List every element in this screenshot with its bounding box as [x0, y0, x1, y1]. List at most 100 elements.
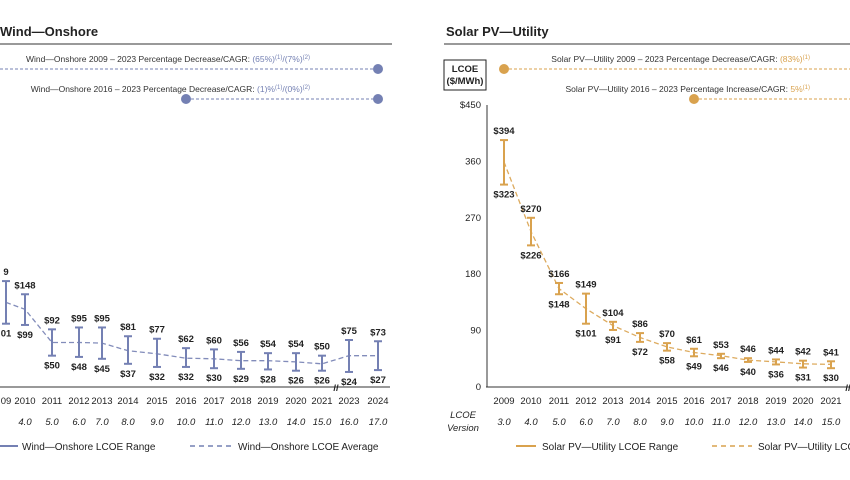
annotation-label: Solar PV—Utility 2016 – 2023 Percentage … — [565, 84, 790, 94]
axis-break-mark: // — [845, 383, 850, 394]
version-label: 13.0 — [767, 417, 786, 428]
high-value-label: $148 — [14, 280, 35, 291]
high-value-label: $270 — [520, 204, 541, 215]
chart-title: Solar PV—Utility — [446, 24, 549, 39]
ylabel-line2: ($/MWh) — [447, 76, 484, 87]
x-tick-label: 2017 — [203, 396, 224, 407]
annotation-end-dot — [373, 64, 383, 74]
version-label: 4.0 — [18, 417, 32, 428]
axis-break-mark: // — [333, 383, 339, 394]
version-label: 7.0 — [95, 417, 109, 428]
low-value-label: $323 — [493, 190, 514, 201]
version-label: 14.0 — [287, 417, 306, 428]
low-value-label: $31 — [795, 373, 812, 384]
version-label: 8.0 — [633, 417, 647, 428]
high-value-label: $166 — [548, 269, 569, 280]
x-tick-label: 2018 — [230, 396, 251, 407]
high-value-label: $46 — [740, 344, 756, 355]
x-tick-label: 2011 — [42, 396, 62, 407]
x-tick-label: 2019 — [765, 396, 786, 407]
version-label: 10.0 — [177, 417, 196, 428]
high-value-label: $53 — [713, 340, 729, 351]
x-tick-label: 09 — [1, 396, 12, 407]
low-value-label: $72 — [632, 347, 648, 358]
annotation-footnote: (1) — [803, 85, 810, 91]
x-tick-label: 2015 — [146, 396, 167, 407]
high-value-label: $54 — [288, 339, 305, 350]
x-tick-label: 2011 — [549, 396, 569, 407]
y-tick-label: 0 — [476, 382, 481, 393]
high-value-label: $92 — [44, 315, 60, 326]
low-value-label: $49 — [686, 361, 702, 372]
version-label: 6.0 — [579, 417, 593, 428]
version-label: 9.0 — [150, 417, 164, 428]
annotation-text: Solar PV—Utility 2009 – 2023 Percentage … — [551, 54, 810, 64]
version-label: 7.0 — [606, 417, 620, 428]
annotation-label: Solar PV—Utility 2009 – 2023 Percentage … — [551, 54, 780, 64]
annotation-text: Wind—Onshore 2016 – 2023 Percentage Decr… — [31, 84, 310, 94]
x-tick-label: 2023 — [338, 396, 359, 407]
x-tick-label: 2021 — [820, 396, 841, 407]
low-value-label: $40 — [740, 367, 756, 378]
version-label: 6.0 — [72, 417, 86, 428]
version-label: 15.0 — [313, 417, 332, 428]
low-value-label: $45 — [94, 364, 111, 375]
high-value-label: $50 — [314, 342, 330, 353]
version-label: 17.0 — [369, 417, 388, 428]
x-tick-label: 2014 — [117, 396, 138, 407]
legend-average-label: Solar PV—Utility LCOE — [758, 442, 850, 453]
annotation-start-dot — [499, 64, 509, 74]
high-value-label: $104 — [602, 308, 624, 319]
low-value-label: $46 — [713, 363, 729, 374]
annotation-value-2: /(7%) — [282, 54, 302, 64]
high-value-label: $149 — [575, 280, 596, 291]
high-value-label: $42 — [795, 347, 811, 358]
annotation-label: Wind—Onshore 2009 – 2023 Percentage Decr… — [26, 54, 252, 64]
version-axis-label-line2: Version — [447, 423, 479, 434]
annotation-start-dot — [181, 94, 191, 104]
high-value-label: $70 — [659, 329, 675, 340]
low-value-label: 01 — [1, 329, 12, 340]
version-label: 13.0 — [259, 417, 278, 428]
version-label: 12.0 — [739, 417, 758, 428]
legend-range-label: Solar PV—Utility LCOE Range — [542, 442, 679, 453]
x-tick-label: 2016 — [683, 396, 704, 407]
ylabel-box — [443, 59, 487, 91]
low-value-label: $26 — [288, 376, 304, 387]
low-value-label: $27 — [370, 375, 386, 386]
high-value-label: $394 — [493, 126, 515, 137]
low-value-label: $58 — [659, 356, 675, 367]
low-value-label: $101 — [575, 329, 597, 340]
x-tick-label: 2024 — [367, 396, 388, 407]
version-label: 4.0 — [524, 417, 538, 428]
version-label: 12.0 — [232, 417, 251, 428]
high-value-label: $54 — [260, 339, 277, 350]
annotation-start-dot — [689, 94, 699, 104]
low-value-label: $37 — [120, 369, 136, 380]
annotation-footnote-2: (2) — [303, 55, 310, 61]
high-value-label: $62 — [178, 334, 194, 345]
low-value-label: $32 — [149, 372, 165, 383]
annotation-value: (83%) — [780, 54, 803, 64]
x-tick-label: 2014 — [629, 396, 650, 407]
annotation-footnote: (1) — [803, 55, 810, 61]
low-value-label: $32 — [178, 372, 194, 383]
high-value-label: $61 — [686, 335, 703, 346]
version-axis-label-line1: LCOE — [450, 410, 477, 421]
annotation-text: Wind—Onshore 2009 – 2023 Percentage Decr… — [26, 54, 310, 64]
high-value-label: $95 — [71, 313, 88, 324]
y-tick-label: 180 — [465, 269, 481, 280]
low-value-label: $91 — [605, 335, 622, 346]
annotation-label: Wind—Onshore 2016 – 2023 Percentage Decr… — [31, 84, 257, 94]
high-value-label: $95 — [94, 313, 111, 324]
x-tick-label: 2010 — [14, 396, 35, 407]
annotation-footnote-2: (2) — [303, 85, 310, 91]
x-tick-label: 2020 — [792, 396, 813, 407]
high-value-label: $56 — [233, 338, 249, 349]
y-tick-label: 270 — [465, 213, 481, 224]
low-value-label: $28 — [260, 374, 276, 385]
low-value-label: $99 — [17, 330, 33, 341]
high-value-label: $60 — [206, 335, 222, 346]
low-value-label: $30 — [206, 373, 222, 384]
x-tick-label: 2020 — [285, 396, 306, 407]
